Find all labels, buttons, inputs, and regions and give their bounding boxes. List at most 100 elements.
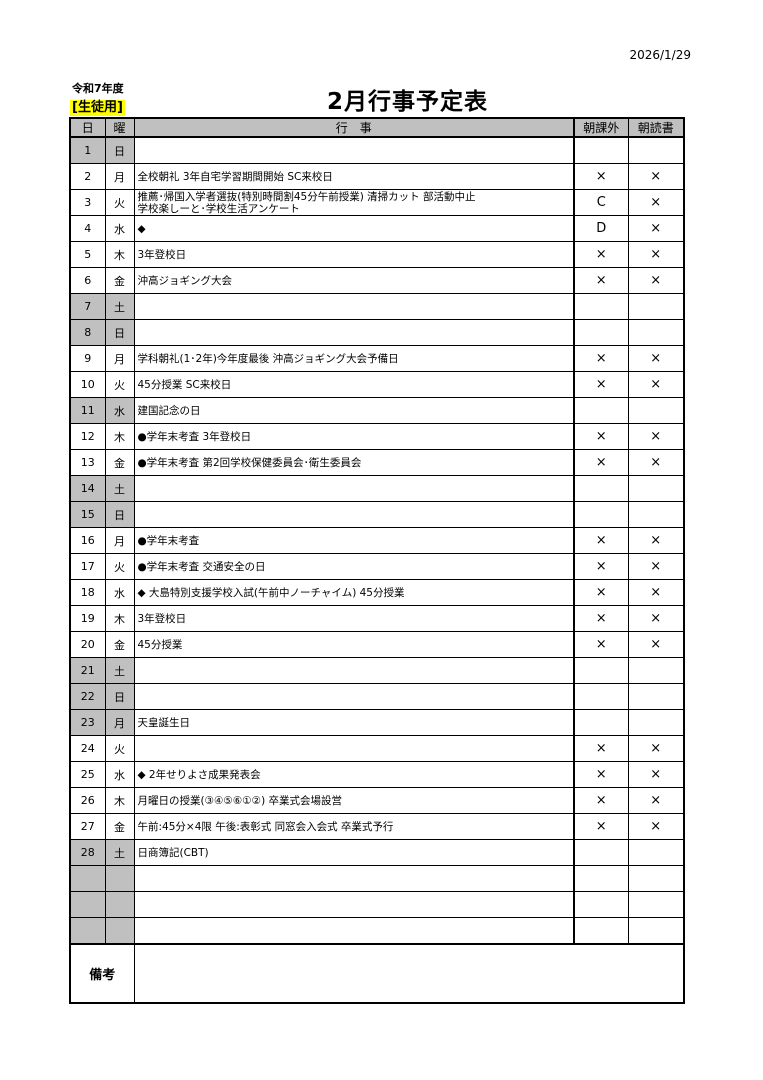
weekday-cell bbox=[104, 917, 135, 945]
table-row bbox=[69, 917, 685, 945]
morning-reading-cell bbox=[627, 657, 685, 684]
weekday-cell: 木 bbox=[104, 787, 135, 814]
table-row: 2 月全校朝礼 3年自宅学習期間開始 SC来校日 × × bbox=[69, 163, 685, 190]
morning-reading-cell: × bbox=[627, 761, 685, 788]
table-row: 27 金午前:45分×4限 午後:表彰式 同窓会入会式 卒業式予行 × × bbox=[69, 813, 685, 840]
morning-extra-cell: × bbox=[573, 605, 629, 632]
event-cell: 3年登校日 bbox=[133, 605, 575, 632]
morning-extra-cell: × bbox=[573, 163, 629, 190]
event-cell: 午前:45分×4限 午後:表彰式 同窓会入会式 卒業式予行 bbox=[133, 813, 575, 840]
day-cell: 8 bbox=[69, 319, 106, 346]
weekday-cell: 火 bbox=[104, 189, 135, 216]
weekday-cell: 火 bbox=[104, 553, 135, 580]
event-cell bbox=[133, 917, 575, 945]
morning-reading-cell: × bbox=[627, 215, 685, 242]
morning-reading-cell: × bbox=[627, 423, 685, 450]
morning-reading-cell: × bbox=[627, 163, 685, 190]
event-cell bbox=[133, 293, 575, 320]
morning-reading-cell bbox=[627, 839, 685, 866]
morning-reading-cell bbox=[627, 501, 685, 528]
header-morning-reading: 朝読書 bbox=[627, 117, 685, 138]
weekday-cell: 金 bbox=[104, 813, 135, 840]
day-cell: 27 bbox=[69, 813, 106, 840]
table-row: 13 金 ●学年末考査 第2回学校保健委員会･衛生委員会 × × bbox=[69, 449, 685, 476]
table-row: 5 木 3年登校日 × × bbox=[69, 241, 685, 268]
morning-reading-cell: × bbox=[627, 631, 685, 658]
day-cell: 10 bbox=[69, 371, 106, 398]
morning-reading-cell bbox=[627, 293, 685, 320]
table-row: 15 日 bbox=[69, 501, 685, 528]
day-cell: 14 bbox=[69, 475, 106, 502]
header-day: 日 bbox=[69, 117, 106, 138]
table-row bbox=[69, 891, 685, 918]
day-cell: 12 bbox=[69, 423, 106, 450]
morning-extra-cell: × bbox=[573, 345, 629, 372]
day-cell: 24 bbox=[69, 735, 106, 762]
weekday-cell: 土 bbox=[104, 657, 135, 684]
weekday-cell: 日 bbox=[104, 683, 135, 710]
morning-extra-cell: × bbox=[573, 553, 629, 580]
event-cell: ●学年末考査 3年登校日 bbox=[133, 423, 575, 450]
notes-row: 備考 bbox=[69, 943, 685, 1004]
event-cell: 45分授業 bbox=[133, 631, 575, 658]
morning-extra-cell bbox=[573, 136, 629, 164]
morning-reading-cell: × bbox=[627, 345, 685, 372]
morning-reading-cell: × bbox=[627, 241, 685, 268]
event-cell: 沖高ジョギング大会 bbox=[133, 267, 575, 294]
morning-extra-cell: × bbox=[573, 527, 629, 554]
morning-extra-cell: × bbox=[573, 423, 629, 450]
day-cell: 19 bbox=[69, 605, 106, 632]
event-cell bbox=[133, 501, 575, 528]
day-cell: 28 bbox=[69, 839, 106, 866]
morning-extra-cell: × bbox=[573, 241, 629, 268]
event-cell: 建国記念の日 bbox=[133, 397, 575, 424]
event-cell bbox=[133, 865, 575, 892]
event-cell bbox=[133, 136, 575, 164]
event-cell: ●学年末考査 交通安全の日 bbox=[133, 553, 575, 580]
weekday-cell: 木 bbox=[104, 423, 135, 450]
table-row: 24 火 × × bbox=[69, 735, 685, 762]
table-row bbox=[69, 865, 685, 892]
morning-reading-cell bbox=[627, 709, 685, 736]
notes-content[interactable] bbox=[133, 943, 685, 1004]
table-row: 11 水建国記念の日 bbox=[69, 397, 685, 424]
morning-extra-cell bbox=[573, 917, 629, 945]
morning-reading-cell: × bbox=[627, 371, 685, 398]
event-cell: 推薦･帰国入学者選抜(特別時間割45分午前授業) 清掃カット 部活動中止 学校楽… bbox=[133, 189, 575, 216]
day-cell: 22 bbox=[69, 683, 106, 710]
day-cell: 17 bbox=[69, 553, 106, 580]
day-cell: 6 bbox=[69, 267, 106, 294]
event-cell bbox=[133, 475, 575, 502]
day-cell: 13 bbox=[69, 449, 106, 476]
morning-extra-cell bbox=[573, 839, 629, 866]
event-cell bbox=[133, 735, 575, 762]
morning-reading-cell: × bbox=[627, 605, 685, 632]
header-row: 日 曜 行 事 朝課外 朝読書 bbox=[69, 117, 685, 138]
weekday-cell: 水 bbox=[104, 215, 135, 242]
table-row: 4 水 ◆ D × bbox=[69, 215, 685, 242]
weekday-cell: 月 bbox=[104, 163, 135, 190]
fiscal-year: 令和7年度 bbox=[72, 82, 124, 95]
weekday-cell: 月 bbox=[104, 345, 135, 372]
event-cell: 学科朝礼(1･2年)今年度最後 沖高ジョギング大会予備日 bbox=[133, 345, 575, 372]
weekday-cell: 火 bbox=[104, 735, 135, 762]
table-row: 28 土日商簿記(CBT) bbox=[69, 839, 685, 866]
morning-extra-cell bbox=[573, 475, 629, 502]
morning-reading-cell bbox=[627, 917, 685, 945]
event-cell: 天皇誕生日 bbox=[133, 709, 575, 736]
day-cell: 23 bbox=[69, 709, 106, 736]
event-cell bbox=[133, 657, 575, 684]
table-row: 3 火推薦･帰国入学者選抜(特別時間割45分午前授業) 清掃カット 部活動中止 学… bbox=[69, 189, 685, 216]
day-cell: 3 bbox=[69, 189, 106, 216]
table-row: 22 日 bbox=[69, 683, 685, 710]
day-cell: 16 bbox=[69, 527, 106, 554]
day-cell: 2 bbox=[69, 163, 106, 190]
day-cell: 1 bbox=[69, 136, 106, 164]
morning-reading-cell: × bbox=[627, 579, 685, 606]
day-cell: 7 bbox=[69, 293, 106, 320]
table-row: 19 木 3年登校日 × × bbox=[69, 605, 685, 632]
event-cell: ●学年末考査 bbox=[133, 527, 575, 554]
table-row: 16 月 ●学年末考査 × × bbox=[69, 527, 685, 554]
